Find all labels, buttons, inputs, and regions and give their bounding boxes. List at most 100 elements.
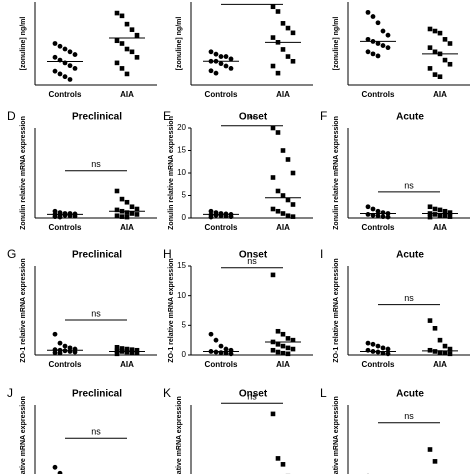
aia-point xyxy=(285,351,291,357)
aia-point xyxy=(432,459,438,464)
control-point xyxy=(67,345,73,351)
aia-point xyxy=(285,197,291,203)
x-tick-label: Controls xyxy=(362,223,395,232)
significance-label: ns xyxy=(247,256,257,266)
control-point xyxy=(57,470,63,474)
aia-point xyxy=(427,204,433,210)
control-point xyxy=(375,349,381,355)
y-tick-label: 10 xyxy=(177,291,186,300)
aia-point xyxy=(427,26,433,32)
aia-point xyxy=(114,213,120,219)
aia-point xyxy=(124,21,130,27)
x-tick-label: Controls xyxy=(205,223,238,232)
aia-point xyxy=(290,346,296,352)
control-point xyxy=(385,32,391,38)
aia-point xyxy=(275,130,281,135)
panel-title: Onset xyxy=(239,389,268,400)
aia-point xyxy=(129,347,135,352)
control-point xyxy=(385,45,391,51)
aia-point xyxy=(124,214,130,220)
control-point xyxy=(62,212,68,218)
control-point xyxy=(370,212,376,218)
aia-point xyxy=(442,343,448,349)
panel-letter: E xyxy=(163,109,171,123)
control-point xyxy=(208,68,214,74)
control-point xyxy=(375,213,381,219)
aia-point xyxy=(275,208,281,214)
aia-point xyxy=(280,343,286,349)
aia-point xyxy=(270,125,276,131)
aia-point xyxy=(432,72,438,77)
control-point xyxy=(52,350,58,356)
aia-point xyxy=(290,202,296,207)
control-point xyxy=(228,56,234,62)
aia-point xyxy=(129,211,135,216)
control-point xyxy=(57,71,63,77)
control-point xyxy=(365,9,371,15)
x-tick-label: Controls xyxy=(205,360,238,369)
aia-point xyxy=(114,60,120,66)
aia-point xyxy=(114,38,120,44)
aia-point xyxy=(280,47,286,52)
aia-point xyxy=(437,74,443,79)
aia-point xyxy=(114,188,120,194)
control-point xyxy=(213,70,219,76)
aia-point xyxy=(119,66,125,71)
aia-point xyxy=(134,206,140,212)
panel-letter: G xyxy=(7,247,16,261)
control-point xyxy=(208,214,214,220)
aia-point xyxy=(119,196,125,202)
aia-point xyxy=(437,207,443,213)
panel-letter: D xyxy=(7,109,16,123)
y-tick-label: 15 xyxy=(177,261,186,270)
x-tick-label: Controls xyxy=(362,360,395,369)
control-point xyxy=(228,214,234,220)
control-point xyxy=(62,46,68,52)
aia-point xyxy=(129,49,135,55)
aia-point xyxy=(134,350,140,356)
control-point xyxy=(380,345,386,351)
aia-point xyxy=(290,30,296,36)
aia-point xyxy=(427,214,433,220)
control-point xyxy=(365,49,371,55)
aia-point xyxy=(275,188,281,194)
x-tick-label: AIA xyxy=(120,223,134,232)
aia-point xyxy=(280,193,286,198)
aia-point xyxy=(119,41,125,46)
control-point xyxy=(72,66,78,71)
aia-point xyxy=(134,212,140,217)
panel-title: Onset xyxy=(239,112,268,123)
x-tick-label: AIA xyxy=(276,223,290,232)
significance-label: ** xyxy=(248,114,256,124)
control-point xyxy=(365,212,371,217)
aia-point xyxy=(432,28,438,34)
x-tick-label: Controls xyxy=(49,223,82,232)
aia-point xyxy=(270,272,276,278)
panel-letter: K xyxy=(163,386,171,400)
aia-point xyxy=(427,347,433,353)
aia-point xyxy=(290,58,296,64)
aia-point xyxy=(290,170,296,176)
panel-title: Acute xyxy=(396,389,424,400)
control-point xyxy=(52,68,58,74)
aia-point xyxy=(447,61,453,67)
aia-point xyxy=(129,350,135,355)
aia-point xyxy=(442,350,448,356)
aia-point xyxy=(114,351,120,357)
aia-point xyxy=(280,462,286,467)
control-point xyxy=(365,204,371,210)
control-point xyxy=(218,61,224,67)
aia-point xyxy=(427,318,433,323)
aia-point xyxy=(134,347,140,353)
y-axis-label: ZO-1 relative mRNA expression xyxy=(168,258,175,362)
aia-point xyxy=(290,214,296,219)
x-tick-label: AIA xyxy=(120,90,134,99)
control-point xyxy=(52,214,58,220)
aia-point xyxy=(280,148,286,153)
aia-point xyxy=(124,210,130,215)
panel-title: Acute xyxy=(396,112,424,123)
aia-point xyxy=(447,214,453,219)
aia-point xyxy=(270,347,276,353)
y-axis-label: relative mRNA expression xyxy=(333,396,340,474)
aia-point xyxy=(270,63,276,69)
